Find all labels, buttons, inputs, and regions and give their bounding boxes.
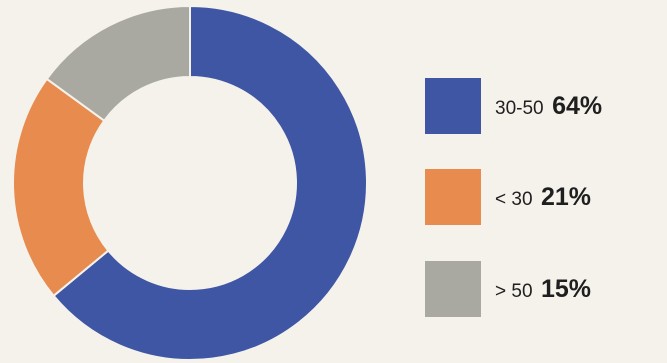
legend-value: 64% xyxy=(552,91,603,120)
legend-swatch-under-30 xyxy=(425,169,481,225)
donut-slice-under-30 xyxy=(12,77,110,298)
legend-label: < 30 xyxy=(495,188,533,210)
legend-value: 21% xyxy=(540,182,592,211)
legend-text: 30-50 64% xyxy=(495,92,602,121)
donut-chart xyxy=(12,4,368,361)
legend-text: < 30 21% xyxy=(495,183,591,212)
donut-slice-over-50 xyxy=(45,4,191,123)
legend-swatch-over-50 xyxy=(425,261,481,317)
legend-item-over-50: > 50 15% xyxy=(425,261,591,317)
legend-text: > 50 15% xyxy=(495,275,591,304)
legend-swatch-30-50 xyxy=(425,78,481,134)
legend-label: > 50 xyxy=(495,280,533,302)
donut-slice-30-50 xyxy=(52,4,368,361)
legend-item-30-50: 30-50 64% xyxy=(425,78,602,134)
legend-value: 15% xyxy=(540,274,592,303)
legend-label: 30-50 xyxy=(495,97,544,119)
legend-item-under-30: < 30 21% xyxy=(425,169,591,225)
